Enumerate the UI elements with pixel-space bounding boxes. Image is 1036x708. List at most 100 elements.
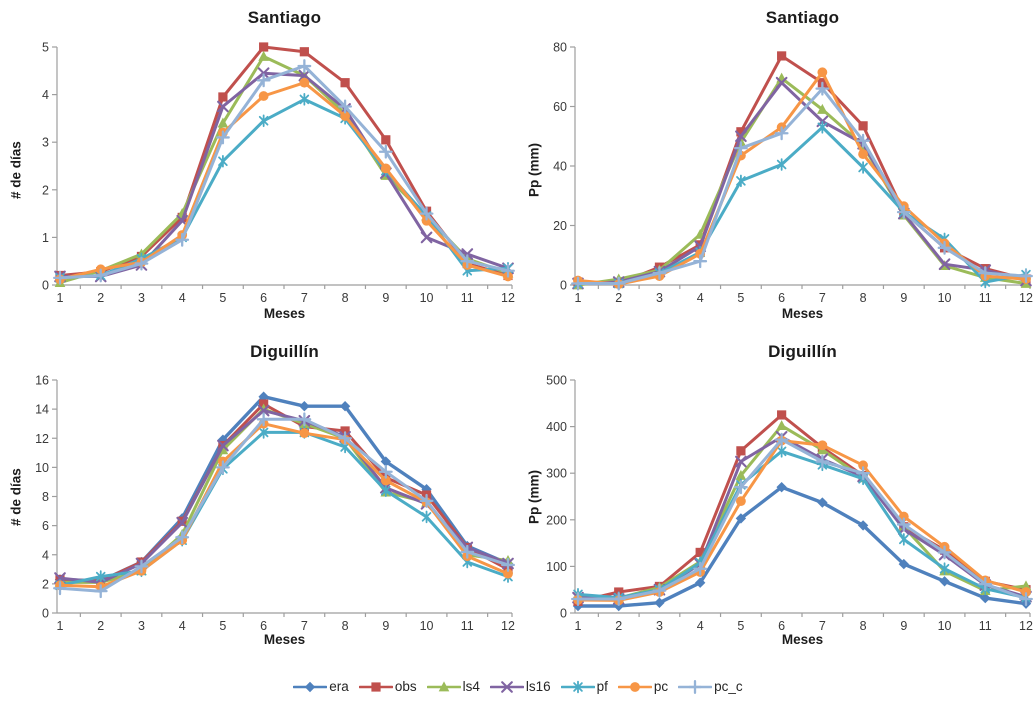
svg-text:10: 10 (938, 291, 952, 305)
svg-text:14: 14 (35, 403, 49, 417)
svg-text:11: 11 (461, 619, 474, 633)
svg-text:80: 80 (553, 41, 567, 55)
legend-label: obs (394, 679, 417, 694)
chart-title: Diguillín (250, 342, 319, 361)
svg-text:1: 1 (57, 619, 64, 633)
svg-text:11: 11 (979, 291, 992, 305)
svg-text:2: 2 (97, 619, 104, 633)
legend-label: era (329, 679, 349, 694)
chart-diguillin-pp: Diguillín Pp (mm) 0 100 200 300 400 500 1 2 3 4 5 6… (518, 340, 1036, 665)
svg-text:5: 5 (219, 619, 226, 633)
svg-text:5: 5 (737, 619, 744, 633)
svg-text:6: 6 (260, 291, 267, 305)
svg-text:500: 500 (546, 374, 567, 388)
svg-text:16: 16 (35, 374, 49, 388)
chart-title: Santiago (765, 8, 840, 27)
plus-marker-icon (678, 679, 713, 694)
legend-item-pc: pc (617, 679, 668, 695)
chart-title: Diguillín (768, 342, 837, 361)
svg-text:0: 0 (42, 279, 49, 293)
svg-text:3: 3 (656, 619, 663, 633)
svg-text:1: 1 (42, 231, 49, 245)
svg-text:3: 3 (656, 291, 663, 305)
svg-text:6: 6 (778, 619, 785, 633)
svg-text:11: 11 (979, 619, 992, 633)
svg-text:1: 1 (57, 291, 64, 305)
x-marker-icon (489, 680, 524, 693)
legend-item-pc_c: pc_c (678, 679, 743, 695)
svg-text:4: 4 (42, 548, 49, 562)
svg-text:9: 9 (382, 619, 389, 633)
series-pc_c (53, 59, 515, 285)
svg-text:8: 8 (860, 619, 867, 633)
svg-text:12: 12 (35, 432, 49, 446)
svg-text:4: 4 (697, 619, 704, 633)
svg-text:11: 11 (461, 291, 474, 305)
svg-text:4: 4 (179, 291, 186, 305)
diamond-marker-icon (293, 681, 328, 692)
svg-text:10: 10 (420, 619, 434, 633)
svg-text:5: 5 (219, 291, 226, 305)
svg-text:300: 300 (546, 467, 567, 481)
legend-label: ls16 (525, 679, 551, 694)
svg-text:60: 60 (553, 100, 567, 114)
svg-text:12: 12 (1019, 619, 1033, 633)
svg-text:10: 10 (35, 461, 49, 475)
svg-text:9: 9 (382, 291, 389, 305)
svg-text:7: 7 (301, 619, 308, 633)
series-ls4 (54, 50, 514, 287)
svg-text:4: 4 (179, 619, 186, 633)
svg-text:400: 400 (546, 420, 567, 434)
circle-marker-icon (617, 681, 652, 692)
triangle-marker-icon (426, 680, 461, 691)
series-ls16 (54, 67, 514, 283)
svg-text:4: 4 (42, 88, 49, 102)
svg-text:0: 0 (560, 279, 567, 293)
svg-text:200: 200 (546, 513, 567, 527)
legend-item-era: era (293, 679, 349, 695)
legend-item-ls16: ls16 (489, 679, 551, 695)
svg-text:1: 1 (575, 291, 582, 305)
series-obs (573, 51, 1031, 289)
series-pc_c (571, 432, 1033, 606)
svg-text:7: 7 (819, 619, 826, 633)
svg-text:1: 1 (575, 619, 582, 633)
svg-text:0: 0 (42, 607, 49, 621)
svg-text:12: 12 (1019, 291, 1033, 305)
legend-label: ls4 (462, 679, 480, 694)
svg-text:100: 100 (546, 560, 567, 574)
svg-text:2: 2 (615, 619, 622, 633)
asterisk-marker-icon (560, 680, 595, 693)
series-pc (573, 67, 1031, 290)
legend-label: pc_c (714, 679, 743, 694)
svg-text:12: 12 (501, 291, 515, 305)
svg-text:8: 8 (342, 619, 349, 633)
x-axis-title: Meses (781, 632, 824, 647)
svg-text:5: 5 (737, 291, 744, 305)
series-pc_c (53, 412, 515, 599)
svg-text:3: 3 (138, 291, 145, 305)
charts-grid: Santiago # de días 0 1 2 3 4 5 1 2 3 4 5 6 7 8 9 10 11 12… (0, 0, 1036, 665)
svg-text:5: 5 (42, 41, 49, 55)
svg-text:6: 6 (778, 291, 785, 305)
legend: era obs ls4 ls16 pf pc pc_c (0, 665, 1036, 708)
svg-text:10: 10 (420, 291, 434, 305)
svg-text:4: 4 (697, 291, 704, 305)
series-pf (55, 93, 513, 285)
legend-item-ls4: ls4 (426, 679, 480, 695)
series-pc (55, 418, 513, 592)
svg-text:8: 8 (860, 291, 867, 305)
svg-text:20: 20 (553, 219, 567, 233)
x-axis-title: Meses (263, 306, 306, 321)
svg-text:7: 7 (301, 291, 308, 305)
legend-label: pf (596, 679, 608, 694)
svg-text:2: 2 (42, 577, 49, 591)
square-marker-icon (358, 681, 393, 692)
chart-santiago-pp: Santiago Pp (mm) 0 20 40 60 80 1 2 3 4 5 6 7 8 9 10 11 1… (518, 0, 1036, 340)
legend-item-pf: pf (560, 679, 608, 695)
chart-santiago-dias: Santiago # de días 0 1 2 3 4 5 1 2 3 4 5 6 7 8 9 10 11 12… (0, 0, 518, 340)
svg-text:3: 3 (42, 136, 49, 150)
svg-text:8: 8 (342, 291, 349, 305)
